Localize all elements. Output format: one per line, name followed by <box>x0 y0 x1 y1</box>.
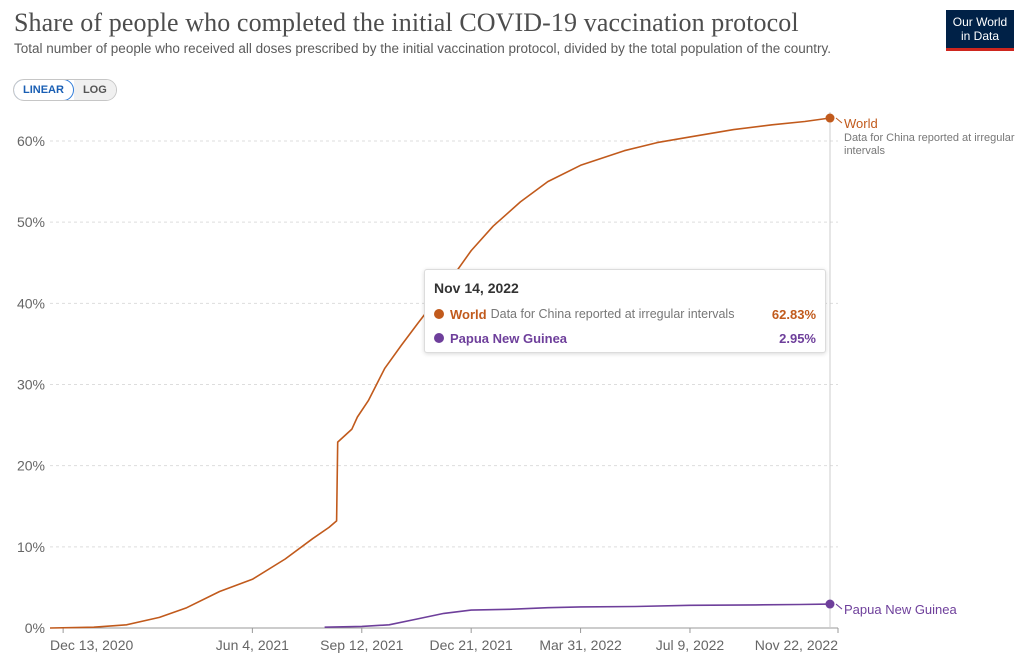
series-end-label: Papua New Guinea <box>844 602 958 617</box>
y-tick-label: 40% <box>17 295 45 311</box>
series-line-papua-new-guinea <box>324 603 831 628</box>
linear-scale-button[interactable]: LINEAR <box>13 80 74 100</box>
y-tick-label: 0% <box>25 620 45 636</box>
logo-accent-bar <box>946 48 1014 51</box>
x-tick-label: Dec 21, 2021 <box>430 637 513 653</box>
our-world-in-data-logo[interactable]: Our World in Data <box>946 10 1014 51</box>
tooltip-series-value: 2.95% <box>779 330 816 346</box>
log-scale-button[interactable]: LOG <box>73 80 116 100</box>
tooltip-series-name: Papua New Guinea <box>450 330 568 346</box>
series-end-point <box>825 113 835 123</box>
tooltip-row-papua-new-guinea: Papua New Guinea 2.95% <box>434 329 816 347</box>
y-tick-label: 60% <box>17 133 45 149</box>
tooltip-series-note: Data for China reported at irregular int… <box>490 307 735 321</box>
logo-line-1: Our World <box>952 15 1008 29</box>
x-tick-label: Sep 12, 2021 <box>320 637 404 653</box>
hover-tooltip: Nov 14, 2022 World Data for China report… <box>424 269 826 353</box>
scale-toggle: LINEAR LOG <box>13 79 117 101</box>
y-tick-label: 20% <box>17 458 45 474</box>
x-tick-label: Dec 13, 2020 <box>50 637 133 653</box>
series-line-world <box>49 117 831 629</box>
series-end-point <box>825 599 835 609</box>
x-tick-label: Jun 4, 2021 <box>216 637 289 653</box>
chart-subtitle: Total number of people who received all … <box>14 41 831 56</box>
logo-line-2: in Data <box>960 29 1000 43</box>
x-tick-label: Mar 31, 2022 <box>539 637 622 653</box>
series-annotation-line: intervals <box>844 145 885 157</box>
series-annotation-line: Data for China reported at irregular <box>844 132 1015 144</box>
tooltip-date: Nov 14, 2022 <box>434 280 519 296</box>
x-tick-label: Jul 9, 2022 <box>656 637 725 653</box>
tooltip-series-value: 62.83% <box>771 306 816 322</box>
chart-title: Share of people who completed the initia… <box>14 8 799 37</box>
tooltip-series-name: World <box>450 306 487 322</box>
papua-new-guinea-legend-dot-icon <box>434 333 444 343</box>
y-tick-label: 50% <box>17 214 45 230</box>
y-tick-label: 30% <box>17 377 45 393</box>
label-connector <box>835 117 843 124</box>
x-tick-label: Nov 22, 2022 <box>755 637 838 653</box>
series-end-label: World <box>844 116 878 131</box>
label-connector <box>835 603 843 610</box>
tooltip-row-world: World Data for China reported at irregul… <box>434 305 816 323</box>
world-legend-dot-icon <box>434 309 444 319</box>
y-tick-label: 10% <box>17 539 45 555</box>
